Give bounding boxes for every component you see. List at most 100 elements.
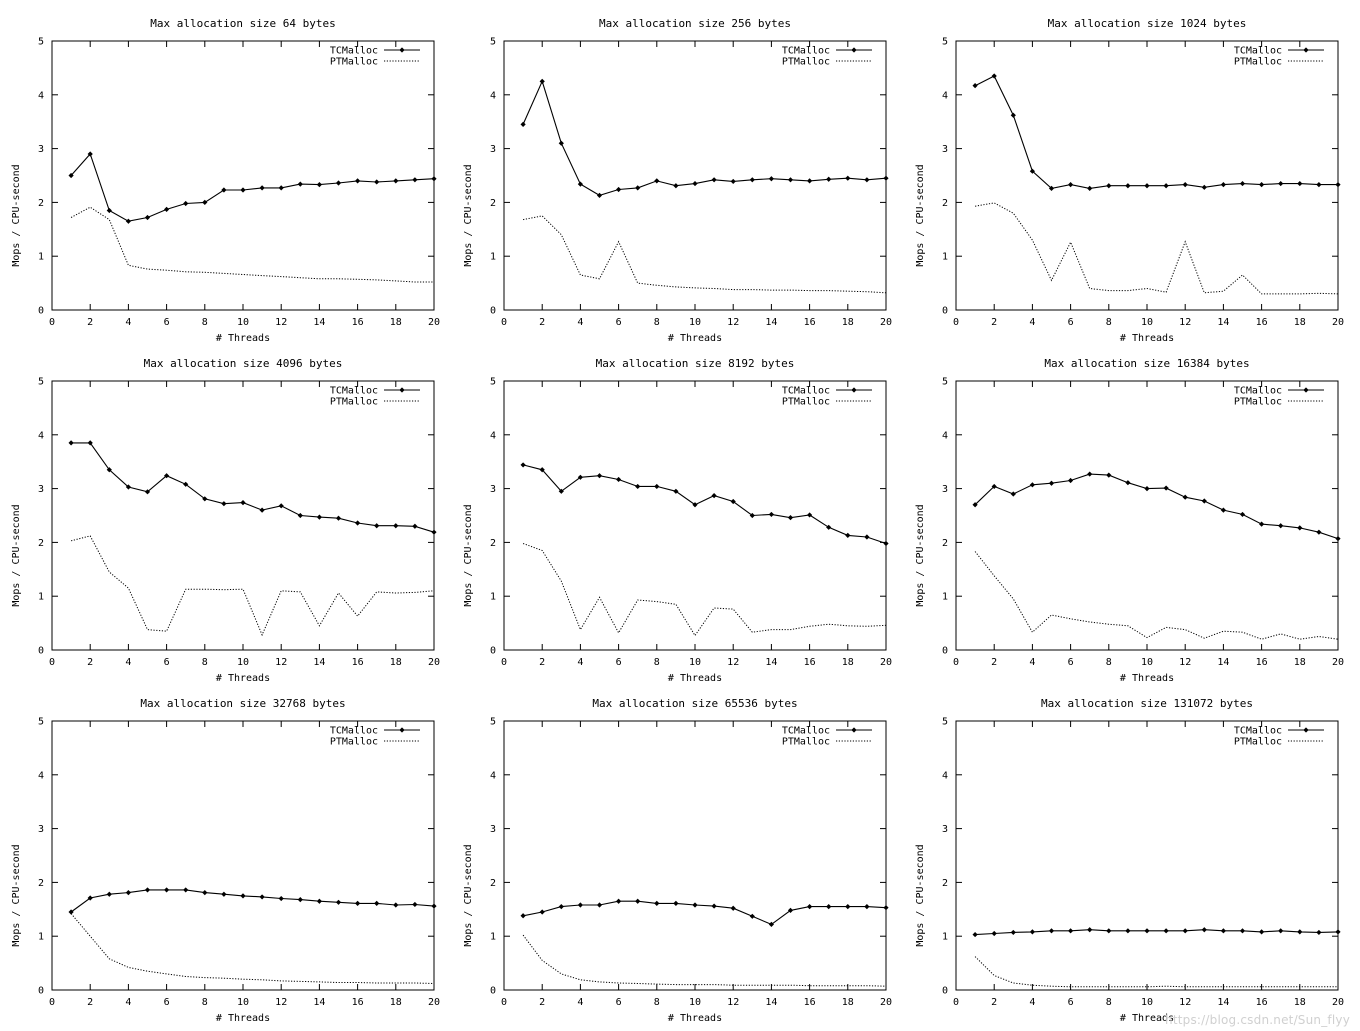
data-point-tcmalloc [520,121,526,127]
data-point-tcmalloc [68,440,74,446]
data-point-tcmalloc [1163,485,1169,491]
data-point-tcmalloc [355,178,361,184]
data-point-tcmalloc [431,176,437,182]
x-tick-label: 2 [87,317,93,328]
plot-frame [503,40,887,311]
x-tick-label: 6 [616,317,622,328]
x-tick-label: 6 [164,317,170,328]
data-point-tcmalloc [1106,183,1112,189]
x-tick-label: 16 [352,997,364,1008]
x-tick-label: 10 [1141,317,1153,328]
x-tick-label: 0 [953,997,959,1008]
y-tick-label: 4 [38,770,44,781]
data-point-tcmalloc [1010,929,1016,936]
x-tick-label: 2 [539,657,545,668]
x-tick-label: 12 [727,997,739,1008]
data-point-tcmalloc [431,529,437,535]
data-point-tcmalloc [768,511,774,518]
data-point-tcmalloc [1259,521,1265,527]
data-point-tcmalloc [259,507,265,513]
data-point-tcmalloc [787,177,794,183]
data-point-tcmalloc [68,172,74,179]
data-point-tcmalloc [864,534,870,540]
data-point-tcmalloc [972,83,978,89]
y-tick-label: 3 [490,824,496,835]
data-point-tcmalloc [807,512,813,518]
data-point-tcmalloc [374,179,380,185]
data-point-tcmalloc [845,904,851,910]
legend-marker [399,47,405,53]
data-point-tcmalloc [991,73,997,79]
x-tick-label: 10 [1141,657,1153,668]
series-line-tcmalloc [70,152,435,222]
x-tick-label: 4 [577,657,583,668]
data-point-tcmalloc [183,481,189,487]
chart-title: Max allocation size 64 bytes [150,17,335,30]
x-axis-label: # Threads [216,673,270,684]
data-point-tcmalloc [144,214,151,221]
data-point-tcmalloc [577,181,583,187]
data-point-tcmalloc [1068,182,1074,188]
plot-frame [503,720,887,991]
data-point-tcmalloc [1087,471,1093,477]
data-point-tcmalloc [711,903,717,909]
legend-marker [851,387,857,393]
x-tick-label: 8 [202,317,208,328]
data-point-tcmalloc [1316,182,1322,188]
series-line-ptmalloc [974,956,1338,988]
data-point-tcmalloc [558,488,564,494]
y-tick-label: 2 [942,198,948,209]
data-point-tcmalloc [355,900,361,906]
data-point-tcmalloc [259,894,265,900]
legend-label: PTMalloc [330,737,378,748]
plot-frame [955,720,1339,991]
x-tick-label: 8 [654,657,660,668]
x-tick-label: 12 [1179,657,1191,668]
x-tick-label: 20 [880,657,892,668]
data-point-tcmalloc [278,185,284,191]
data-point-tcmalloc [68,909,74,915]
legend-label: TCMalloc [330,726,378,737]
plot-frame [503,380,887,651]
data-point-tcmalloc [539,467,545,473]
x-tick-label: 20 [1332,997,1344,1008]
data-point-tcmalloc [1259,929,1265,935]
x-tick-label: 16 [804,317,816,328]
x-tick-label: 12 [275,657,287,668]
data-point-tcmalloc [1239,928,1246,934]
data-point-tcmalloc [1163,183,1169,189]
x-tick-label: 20 [1332,657,1344,668]
x-tick-label: 6 [1068,317,1074,328]
y-tick-label: 5 [490,717,496,728]
x-tick-label: 16 [1256,657,1268,668]
y-tick-label: 4 [942,430,948,441]
y-axis-label: Mops / CPU-second [11,844,22,946]
data-point-tcmalloc [412,523,418,529]
y-tick-label: 3 [38,824,44,835]
data-point-tcmalloc [1163,928,1169,934]
data-point-tcmalloc [202,199,208,205]
data-point-tcmalloc [431,903,437,909]
x-tick-label: 20 [880,997,892,1008]
data-point-tcmalloc [768,921,774,927]
series-line-tcmalloc [522,79,887,196]
data-point-tcmalloc [577,474,583,480]
data-point-tcmalloc [864,904,870,910]
data-point-tcmalloc [673,488,679,494]
x-tick-label: 18 [390,317,402,328]
y-tick-label: 1 [490,932,496,943]
series-line-ptmalloc [70,535,435,637]
x-tick-label: 2 [539,997,545,1008]
data-point-tcmalloc [1239,511,1246,518]
legend-marker [399,727,405,733]
data-point-tcmalloc [202,496,208,502]
legend-label: TCMalloc [330,46,378,57]
x-axis-label: # Threads [668,333,722,344]
y-tick-label: 1 [38,592,44,603]
y-tick-label: 5 [38,717,44,728]
data-point-tcmalloc [335,899,342,905]
chart-title: Max allocation size 4096 bytes [144,357,343,370]
y-tick-label: 5 [942,377,948,388]
